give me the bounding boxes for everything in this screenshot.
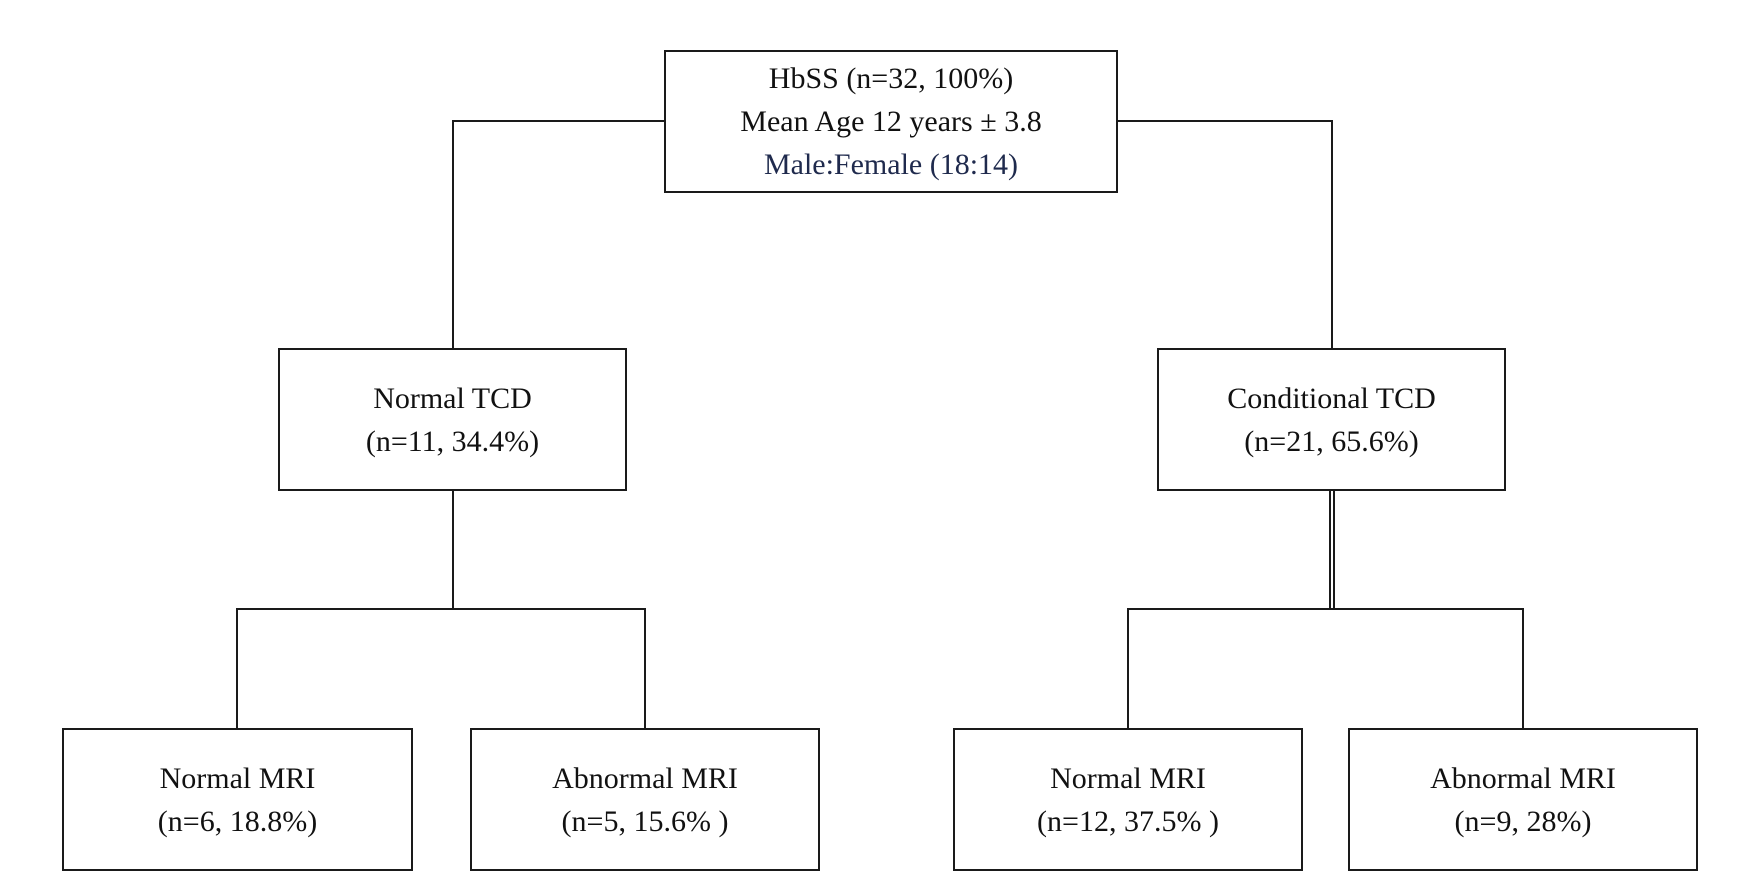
node-stats: (n=12, 37.5% ) bbox=[1037, 804, 1219, 838]
root-mean-age: Mean Age 12 years ± 3.8 bbox=[740, 105, 1042, 138]
connector-root-normal-tcd bbox=[452, 120, 664, 348]
node-conditional-tcd-normal-mri: Normal MRI (n=12, 37.5% ) bbox=[953, 728, 1303, 871]
node-normal-tcd-abnormal-mri: Abnormal MRI (n=5, 15.6% ) bbox=[470, 728, 820, 871]
node-label: Abnormal MRI bbox=[1430, 761, 1616, 795]
node-label: Conditional TCD bbox=[1227, 381, 1436, 415]
node-stats: (n=5, 15.6% ) bbox=[561, 804, 729, 838]
node-label: Normal TCD bbox=[373, 381, 532, 415]
node-label: Normal MRI bbox=[1050, 761, 1206, 795]
connector-conditional-tcd-split bbox=[1127, 608, 1524, 728]
node-stats: (n=11, 34.4%) bbox=[365, 424, 540, 458]
root-node-hbss: HbSS (n=32, 100%) Mean Age 12 years ± 3.… bbox=[664, 50, 1118, 193]
node-conditional-tcd: Conditional TCD (n=21, 65.6%) bbox=[1157, 348, 1506, 491]
node-normal-tcd-normal-mri: Normal MRI (n=6, 18.8%) bbox=[62, 728, 413, 871]
node-label: Abnormal MRI bbox=[552, 761, 738, 795]
connector-normal-tcd-split bbox=[236, 608, 646, 728]
root-title: HbSS (n=32, 100%) bbox=[768, 62, 1014, 95]
node-label: Normal MRI bbox=[159, 761, 316, 795]
node-normal-tcd: Normal TCD (n=11, 34.4%) bbox=[278, 348, 627, 491]
node-stats: (n=21, 65.6%) bbox=[1244, 424, 1419, 458]
root-sex-ratio: Male:Female (18:14) bbox=[763, 148, 1019, 181]
node-stats: (n=6, 18.8%) bbox=[157, 804, 318, 838]
node-stats: (n=9, 28%) bbox=[1454, 804, 1592, 838]
node-conditional-tcd-abnormal-mri: Abnormal MRI (n=9, 28%) bbox=[1348, 728, 1698, 871]
connector-root-conditional-tcd bbox=[1118, 120, 1333, 348]
